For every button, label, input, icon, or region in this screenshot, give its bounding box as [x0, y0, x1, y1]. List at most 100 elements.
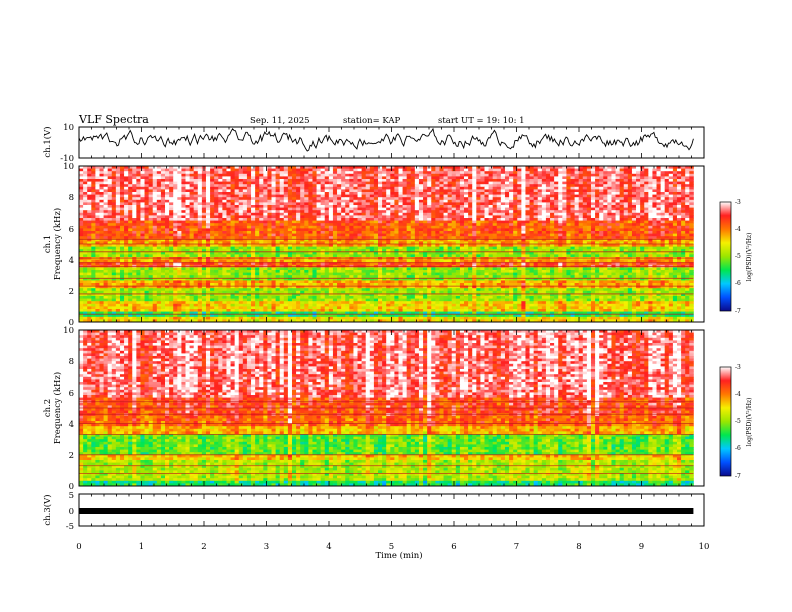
spectrogram-cell: [472, 189, 477, 193]
spectrogram-cell: [623, 184, 629, 188]
spectrogram-cell: [136, 238, 141, 242]
spectrogram-cell: [603, 223, 608, 227]
spectrogram-cell: [242, 205, 248, 208]
spectrogram-cell: [423, 207, 428, 211]
spectrogram-cell: [521, 212, 526, 216]
spectrogram-cell: [304, 212, 309, 216]
spectrogram-cell: [83, 197, 88, 201]
spectrogram-cell: [664, 246, 670, 250]
spectrogram-cell: [558, 241, 563, 245]
spectrogram-cell: [533, 179, 539, 182]
spectrogram-cell: [324, 181, 330, 185]
spectrogram-cell: [332, 199, 338, 203]
spectrogram-cell: [619, 218, 625, 221]
spectrogram-cell: [439, 199, 444, 203]
spectrogram-cell: [566, 202, 571, 206]
spectrogram-cell: [492, 184, 498, 188]
spectrogram-cell: [623, 199, 629, 203]
spectrogram-cell: [451, 238, 457, 242]
spectrogram-cell: [648, 212, 653, 216]
spectrogram-cell: [636, 241, 641, 245]
spectrogram-cell: [480, 184, 485, 188]
spectrogram-cell: [83, 218, 88, 221]
spectrogram-cell: [181, 223, 186, 227]
spectrogram-cell: [267, 244, 272, 247]
spectrogram-cell: [189, 192, 195, 195]
spectrogram-cell: [79, 218, 84, 221]
spectrogram-cell: [234, 171, 240, 175]
spectrogram-cell: [365, 189, 371, 193]
spectrogram-cell: [599, 241, 604, 245]
spectrogram-cell: [308, 231, 313, 234]
spectrogram-cell: [619, 181, 625, 185]
spectrogram-cell: [349, 218, 354, 221]
spectrogram-cell: [197, 205, 203, 208]
spectrogram-cell: [341, 181, 346, 185]
spectrogram-cell: [595, 166, 600, 169]
spectrogram-cell: [676, 246, 682, 250]
spectrogram-cell: [443, 173, 449, 177]
spectrogram-cell: [681, 207, 686, 211]
spectrogram-cell: [242, 210, 248, 214]
spectrogram-cell: [525, 176, 530, 180]
spectrogram-cell: [623, 189, 629, 193]
spectrogram-cell: [222, 197, 227, 201]
spectrogram-cell: [402, 249, 408, 253]
spectrogram-cell: [476, 173, 481, 177]
spectrogram-cell: [558, 207, 563, 211]
spectrogram-cell: [656, 197, 662, 201]
spectrogram-cell: [517, 194, 522, 198]
spectrogram-cell: [181, 192, 186, 195]
spectrogram-cell: [201, 199, 207, 203]
spectrogram-cell: [267, 212, 272, 216]
spectrogram-cell: [562, 236, 567, 240]
spectrogram-cell: [386, 168, 391, 172]
spectrogram-cell: [550, 199, 555, 203]
spectrogram-cell: [320, 189, 326, 193]
spectrogram-cell: [152, 212, 158, 216]
spectrogram-cell: [361, 218, 367, 221]
spectrogram-cell: [263, 168, 268, 172]
spectrogram-cell: [345, 210, 350, 214]
spectrogram-cell: [328, 233, 334, 237]
spectrogram-cell: [255, 186, 260, 190]
spectrogram-cell: [685, 210, 690, 214]
spectrogram-cell: [201, 223, 207, 227]
spectrogram-cell: [590, 215, 596, 219]
spectrogram-cell: [296, 207, 301, 211]
spectrogram-cell: [656, 207, 662, 211]
spectrogram-cell: [443, 228, 449, 232]
spectrogram-cell: [291, 225, 297, 229]
spectrogram-cell: [599, 192, 604, 195]
spectrogram-cell: [373, 184, 379, 188]
spectrogram-cell: [283, 212, 289, 216]
spectrogram-cell: [537, 184, 543, 188]
spectrogram-cell: [406, 218, 412, 221]
spectrogram-cell: [672, 186, 678, 190]
spectrogram-cell: [599, 218, 604, 221]
spectrogram-cell: [464, 238, 469, 242]
spectrogram-cell: [390, 233, 395, 237]
spectrogram-cell: [181, 210, 186, 214]
spectrogram-cell: [103, 173, 109, 177]
spectrogram-cell: [615, 249, 621, 253]
spectrogram-cell: [455, 166, 461, 169]
spectrogram-cell: [476, 181, 481, 185]
spectrogram-cell: [148, 220, 154, 224]
spectrogram-cell: [345, 236, 350, 240]
spectrogram-cell: [398, 218, 403, 221]
spectrogram-cell: [283, 166, 289, 169]
spectrogram-cell: [230, 231, 236, 234]
spectrogram-cell: [316, 231, 322, 234]
spectrogram-cell: [308, 210, 313, 214]
spectrogram-cell: [681, 186, 686, 190]
spectrogram-cell: [83, 176, 88, 180]
spectrogram-cell: [320, 192, 326, 195]
spectrogram-cell: [660, 205, 666, 208]
spectrogram-cell: [398, 212, 403, 216]
spectrogram-cell: [402, 210, 408, 214]
spectrogram-cell: [373, 238, 379, 242]
spectrogram-cell: [685, 231, 690, 234]
spectrogram-cell: [414, 215, 420, 219]
spectrogram-cell: [554, 184, 559, 188]
